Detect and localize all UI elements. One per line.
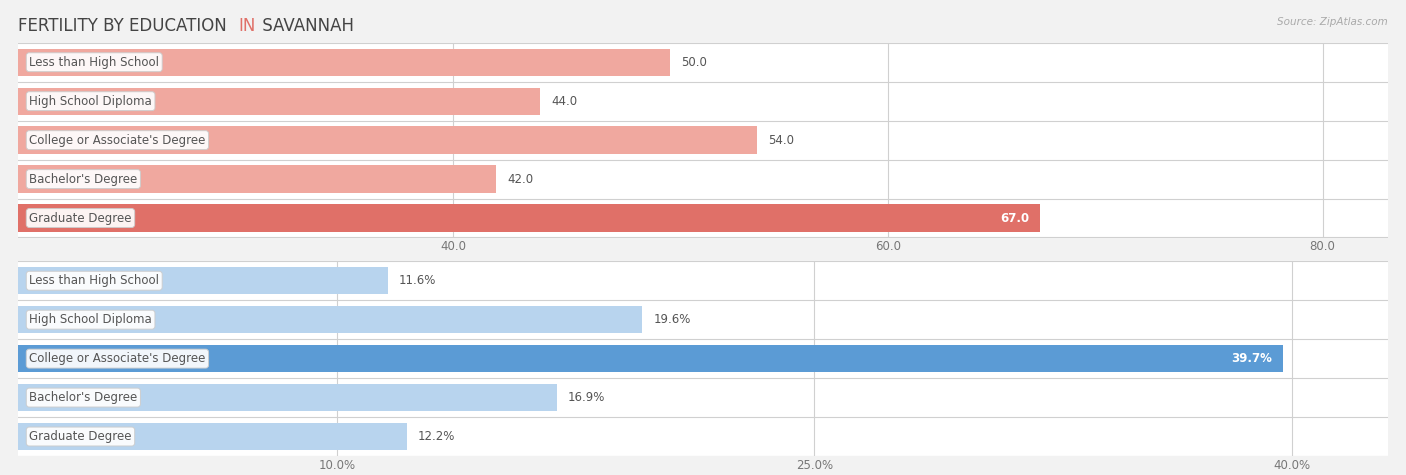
Text: 54.0: 54.0: [768, 133, 794, 147]
Text: 12.2%: 12.2%: [418, 430, 456, 443]
Text: 11.6%: 11.6%: [399, 274, 436, 287]
Text: Bachelor's Degree: Bachelor's Degree: [30, 172, 138, 186]
Bar: [18, 261, 1388, 300]
Bar: [18, 43, 1388, 82]
Bar: [18, 267, 388, 294]
Text: SAVANNAH: SAVANNAH: [257, 17, 354, 35]
Text: High School Diploma: High School Diploma: [30, 313, 152, 326]
Bar: [18, 48, 671, 76]
Bar: [18, 204, 1040, 232]
Bar: [18, 165, 496, 193]
Text: Graduate Degree: Graduate Degree: [30, 211, 132, 225]
Bar: [18, 121, 1388, 160]
Bar: [18, 160, 1388, 199]
Text: 42.0: 42.0: [508, 172, 534, 186]
Text: Bachelor's Degree: Bachelor's Degree: [30, 391, 138, 404]
Text: 39.7%: 39.7%: [1230, 352, 1271, 365]
Bar: [18, 384, 557, 411]
Bar: [18, 199, 1388, 238]
Bar: [18, 300, 1388, 339]
Text: 16.9%: 16.9%: [568, 391, 605, 404]
Bar: [18, 378, 1388, 417]
Bar: [18, 306, 643, 333]
Bar: [18, 82, 1388, 121]
Text: Graduate Degree: Graduate Degree: [30, 430, 132, 443]
Bar: [18, 339, 1388, 378]
Text: College or Associate's Degree: College or Associate's Degree: [30, 133, 205, 147]
Text: College or Associate's Degree: College or Associate's Degree: [30, 352, 205, 365]
Text: IN: IN: [238, 17, 256, 35]
Bar: [18, 87, 540, 115]
Text: 67.0: 67.0: [1000, 211, 1029, 225]
Bar: [18, 126, 758, 154]
Bar: [18, 417, 1388, 456]
Text: FERTILITY BY EDUCATION: FERTILITY BY EDUCATION: [18, 17, 232, 35]
Text: Less than High School: Less than High School: [30, 274, 159, 287]
Text: 50.0: 50.0: [682, 56, 707, 69]
Bar: [18, 345, 1282, 372]
Text: Less than High School: Less than High School: [30, 56, 159, 69]
Bar: [18, 423, 406, 450]
Text: Source: ZipAtlas.com: Source: ZipAtlas.com: [1277, 17, 1388, 27]
Text: 44.0: 44.0: [551, 95, 576, 108]
Text: 19.6%: 19.6%: [654, 313, 690, 326]
Text: High School Diploma: High School Diploma: [30, 95, 152, 108]
